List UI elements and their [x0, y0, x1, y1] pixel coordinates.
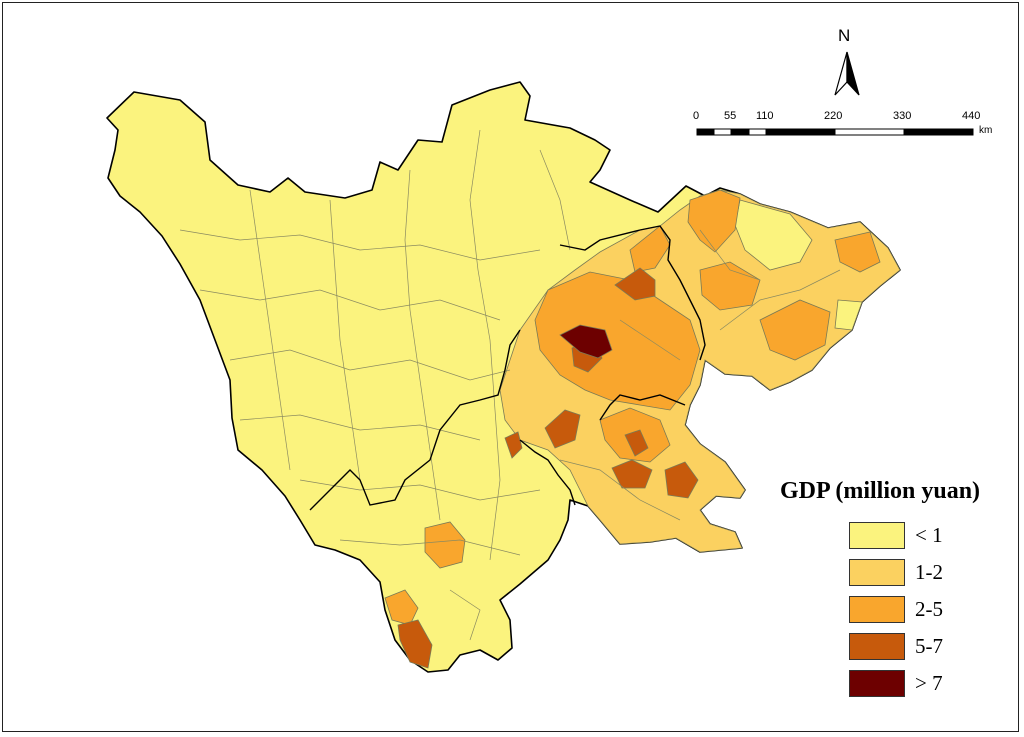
legend-item: < 1	[849, 522, 1009, 552]
subregion-boundary-3	[599, 394, 686, 421]
region-2-5-south-2	[384, 589, 419, 626]
region-2-5-southwest	[424, 521, 466, 569]
region-5-7-7	[664, 461, 699, 499]
legend-swatch	[849, 596, 905, 623]
scale-bar	[696, 128, 974, 136]
scale-tick-label: 0	[693, 110, 700, 122]
region-5-7-8	[397, 619, 433, 669]
subregion-boundary-2	[309, 329, 521, 511]
region-5-7-4	[504, 431, 523, 459]
legend-label: 1-2	[915, 560, 943, 584]
scale-ticks: 0 55 110 220 330 440	[0, 110, 1024, 126]
legend: GDP (million yuan) < 1 1-2 2-5 5-7 > 7	[780, 478, 1020, 697]
scale-unit: km	[979, 125, 993, 136]
subregion-boundary	[559, 225, 706, 361]
region-2-5-east-1	[699, 261, 761, 311]
region-5-7-1	[614, 267, 656, 301]
scale-tick-label: 220	[824, 110, 843, 122]
scale-tick-label: 110	[756, 110, 774, 122]
region-5-7-5	[624, 429, 649, 457]
region-lt1-east-strip	[834, 299, 863, 331]
region-2-5-north-1	[687, 189, 741, 253]
scale-tick-label: 440	[962, 110, 981, 122]
region-2-5-east-3	[834, 231, 881, 273]
legend-label: > 7	[915, 671, 943, 695]
legend-item: > 7	[849, 670, 1009, 700]
scale-tick-label: 330	[893, 110, 912, 122]
legend-label: 2-5	[915, 597, 943, 621]
legend-label: < 1	[915, 523, 943, 547]
legend-swatch	[849, 559, 905, 586]
legend-item: 5-7	[849, 633, 1009, 663]
legend-title: GDP (million yuan)	[780, 478, 981, 504]
region-5-7-3	[544, 409, 581, 449]
legend-item: 2-5	[849, 596, 1009, 626]
legend-item: 1-2	[849, 559, 1009, 589]
county-boundaries	[179, 129, 841, 641]
legend-swatch	[849, 670, 905, 697]
region-lt1-northeast	[734, 199, 813, 271]
region-gt7-chengdu	[559, 324, 613, 359]
north-label: N	[838, 26, 851, 45]
region-2-5-east-2	[759, 299, 831, 361]
legend-swatch	[849, 633, 905, 660]
subregion-boundary-4	[519, 439, 576, 506]
regions-2-5	[384, 189, 881, 626]
region-5-7-6	[611, 459, 653, 489]
region-2-5-north-2	[629, 225, 671, 273]
scale-tick-label: 55	[724, 110, 737, 122]
legend-label: 5-7	[915, 634, 943, 658]
legend-swatch	[849, 522, 905, 549]
north-arrow-icon	[834, 51, 860, 96]
